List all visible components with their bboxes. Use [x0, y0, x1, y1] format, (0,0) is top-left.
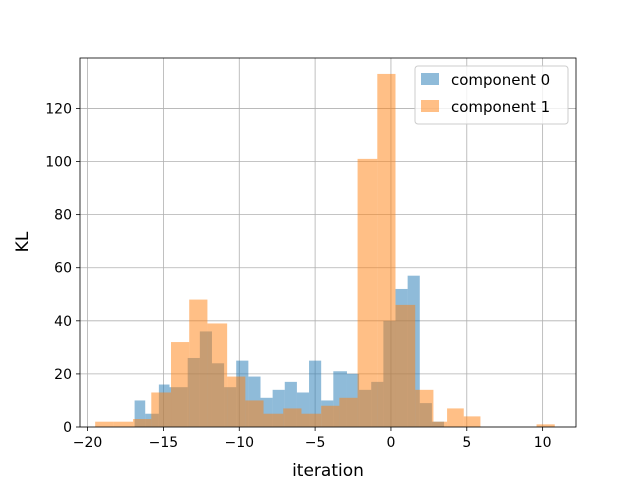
histogram-bar-component-1 [357, 158, 378, 428]
histogram-bar-component-1 [171, 342, 190, 427]
y-tick-label: 60 [54, 261, 72, 277]
histogram-bar-component-1 [263, 413, 284, 427]
x-tick-label: −15 [149, 435, 179, 451]
histogram-bar-component-1 [339, 397, 358, 427]
y-tick-label: 80 [54, 208, 72, 224]
histogram-bar-component-1 [113, 421, 134, 427]
legend-label-component-1: component 1 [451, 98, 550, 116]
histogram-bar-component-1 [377, 73, 396, 428]
histogram-bar-component-1 [189, 299, 208, 427]
plot-frame [79, 57, 577, 428]
y-tick-label: 100 [45, 155, 72, 171]
histogram-bar-component-1 [447, 408, 464, 427]
x-tick-label: −5 [305, 435, 326, 451]
y-axis-ticks: 0 20 40 60 80 100 120 [45, 101, 80, 436]
y-axis-label: KL [13, 231, 33, 252]
legend-swatch-component-0 [421, 73, 439, 85]
histogram-bar-component-1 [227, 376, 246, 427]
histogram-bar-component-1 [301, 413, 322, 427]
histogram-bar-component-1 [415, 389, 434, 427]
legend-swatch-component-1 [421, 100, 439, 112]
histogram-bar-component-1 [321, 405, 340, 427]
x-axis-label: iteration [292, 461, 364, 480]
histogram-bar-component-0 [134, 400, 146, 427]
x-axis-ticks: −20 −15 −10 −5 0 5 10 [73, 427, 552, 451]
y-tick-label: 120 [45, 101, 72, 117]
y-tick-label: 20 [54, 367, 72, 383]
x-tick-label: 0 [386, 435, 395, 451]
histogram-bar-component-1 [463, 416, 481, 427]
histogram-bar-component-1 [433, 421, 448, 427]
histogram-bars [95, 73, 555, 428]
y-tick-label: 0 [63, 420, 72, 436]
histogram-bar-component-0 [309, 360, 322, 427]
histogram-bar-component-1 [133, 419, 152, 427]
histogram-bar-component-1 [536, 424, 555, 427]
histogram-bar-component-1 [245, 400, 264, 427]
histogram-bar-component-1 [395, 304, 416, 427]
histogram-bar-component-1 [151, 392, 172, 427]
legend: component 0 component 1 [414, 65, 569, 125]
histogram-bar-component-1 [207, 323, 228, 427]
histogram-bar-component-1 [95, 421, 114, 427]
legend-frame [414, 65, 569, 125]
y-tick-label: 40 [54, 314, 72, 330]
x-tick-label: −10 [224, 435, 254, 451]
x-tick-label: −20 [73, 435, 103, 451]
legend-label-component-0: component 0 [451, 71, 550, 89]
x-tick-label: 5 [462, 435, 471, 451]
histogram-bar-component-1 [283, 408, 302, 427]
x-tick-label: 10 [534, 435, 552, 451]
